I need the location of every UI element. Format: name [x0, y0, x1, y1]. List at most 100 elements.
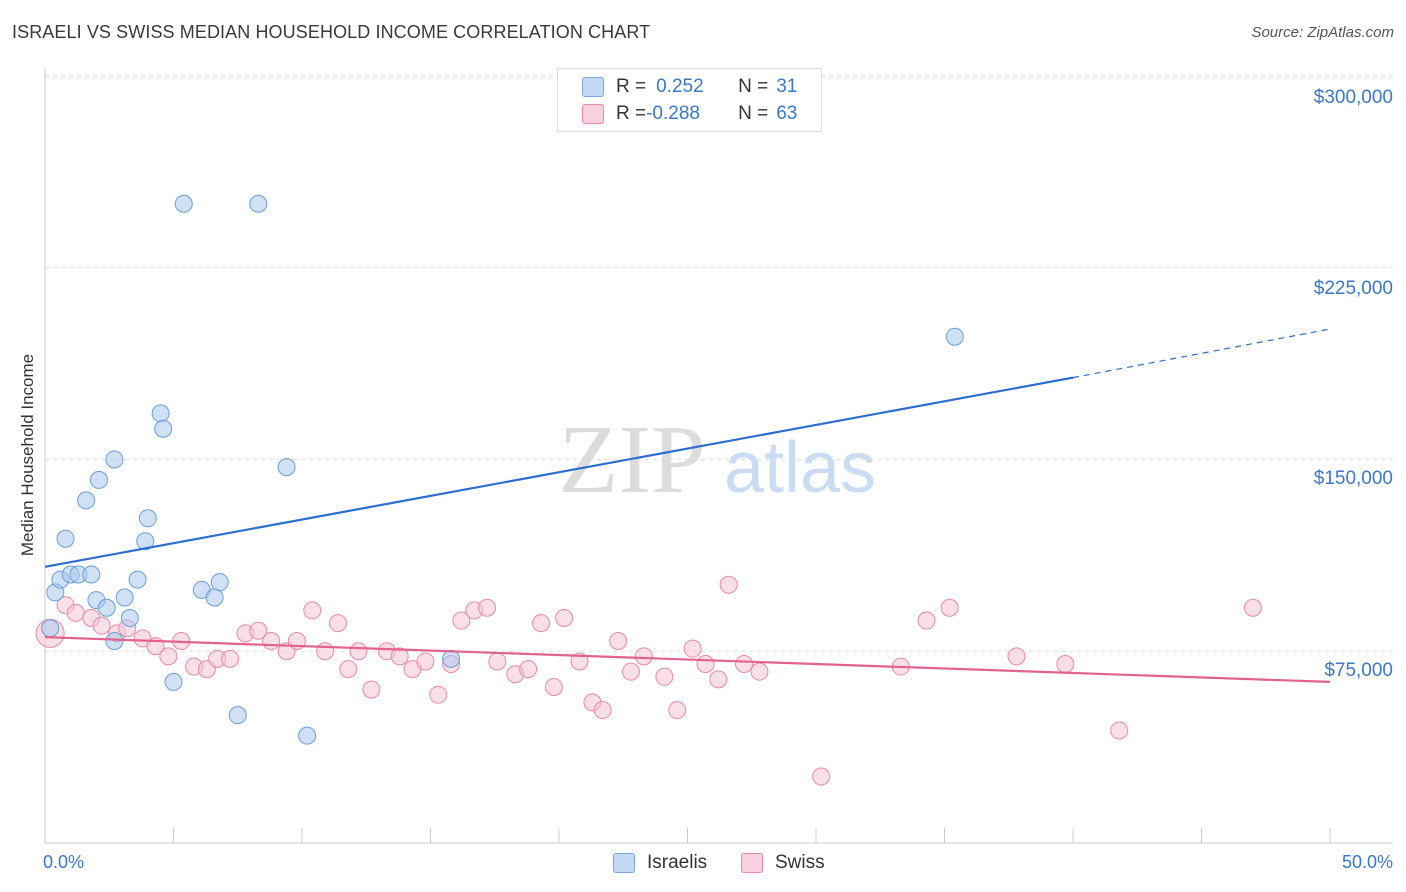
r-key: R =	[616, 103, 647, 124]
israelis-point	[298, 726, 317, 745]
n-key: N =	[738, 103, 769, 124]
swiss-point	[609, 631, 628, 650]
israelis-point	[154, 419, 173, 438]
swiss-trend-line	[44, 636, 1331, 684]
swiss-point	[328, 614, 347, 633]
n-value: 63	[776, 103, 798, 124]
swiss-point	[593, 701, 612, 720]
legend-stats: R = 0.252 N = 31 R = -0.288 N = 63	[557, 68, 822, 132]
legend-item-israelis[interactable]: Israelis	[613, 852, 707, 874]
swiss-point	[621, 662, 640, 681]
swiss-points	[35, 575, 1262, 786]
israelis-point	[164, 672, 183, 691]
swiss-point	[1056, 655, 1075, 674]
swiss-point	[812, 767, 831, 786]
israelis-point	[120, 608, 139, 627]
israelis-point	[174, 194, 193, 213]
legend-swatch-israelis	[582, 77, 604, 97]
swiss-point	[683, 639, 702, 658]
swiss-point	[303, 601, 322, 620]
israelis-point	[97, 598, 116, 617]
swiss-point	[555, 608, 574, 627]
israelis-point	[136, 532, 155, 551]
swiss-point	[668, 701, 687, 720]
watermark-zip: ZIP	[559, 406, 706, 514]
legend-swatch-swiss	[582, 104, 604, 124]
swiss-point	[1243, 598, 1262, 617]
x-tick-max: 50.0%	[1341, 852, 1393, 872]
swiss-point	[316, 642, 335, 661]
israelis-point	[115, 588, 134, 607]
swiss-point	[709, 670, 728, 689]
swiss-point	[719, 575, 738, 594]
swiss-point	[735, 655, 754, 674]
swiss-point	[1007, 647, 1026, 666]
swiss-point	[655, 667, 674, 686]
swiss-point	[696, 655, 715, 674]
r-value: -0.288	[646, 103, 700, 124]
legend-row-israelis: R = 0.252 N = 31	[582, 75, 797, 99]
swiss-point	[917, 611, 936, 630]
swiss-point	[92, 616, 111, 635]
israelis-points	[41, 194, 964, 745]
israelis-point	[277, 458, 296, 477]
swiss-point	[159, 647, 178, 666]
x-tick-min: 0.0%	[43, 852, 85, 872]
israelis-trend-line	[44, 376, 1074, 568]
israelis-point	[151, 404, 170, 423]
swiss-point	[452, 611, 471, 630]
swiss-point	[750, 662, 769, 681]
swiss-point	[1110, 721, 1129, 740]
legend-row-swiss: R = -0.288 N = 63	[582, 102, 797, 126]
y-tick-225000: $225,000	[1313, 278, 1393, 299]
israelis-point	[945, 327, 964, 346]
swiss-point	[339, 660, 358, 679]
y-tick-300000: $300,000	[1313, 87, 1393, 108]
watermark-atlas: atlas	[724, 428, 876, 508]
israelis-point	[56, 529, 75, 548]
israelis-point	[41, 619, 60, 638]
legend-series: Israelis Swiss	[0, 852, 1406, 878]
israelis-point	[442, 649, 461, 668]
n-value: 31	[776, 76, 798, 97]
r-key: R =	[616, 76, 647, 97]
y-tick-150000: $150,000	[1313, 468, 1393, 489]
swiss-point	[416, 652, 435, 671]
swiss-point	[488, 652, 507, 671]
legend-swatch-israelis	[613, 853, 635, 873]
israelis-point	[205, 588, 224, 607]
israelis-point	[105, 450, 124, 469]
israelis-point	[77, 491, 96, 510]
israelis-trend-extension	[1072, 328, 1331, 379]
israelis-point	[82, 565, 101, 584]
trend-lines	[44, 328, 1331, 684]
chart-title: ISRAELI VS SWISS MEDIAN HOUSEHOLD INCOME…	[12, 22, 651, 42]
swiss-point	[390, 647, 409, 666]
swiss-point	[362, 680, 381, 699]
israelis-point	[138, 509, 157, 528]
n-key: N =	[738, 76, 769, 97]
swiss-point	[221, 649, 240, 668]
israelis-point	[105, 631, 124, 650]
swiss-point	[532, 614, 551, 633]
swiss-point	[429, 685, 448, 704]
israelis-point	[249, 194, 268, 213]
source-label: Source: ZipAtlas.com	[1251, 24, 1394, 41]
swiss-point	[478, 598, 497, 617]
legend-label-swiss: Swiss	[775, 852, 825, 873]
legend-item-swiss[interactable]: Swiss	[741, 852, 825, 874]
r-value: 0.252	[656, 76, 704, 97]
swiss-point	[349, 642, 368, 661]
swiss-point	[249, 621, 268, 640]
israelis-point	[89, 470, 108, 489]
swiss-point	[544, 678, 563, 697]
israelis-point	[128, 570, 147, 589]
swiss-point	[634, 647, 653, 666]
swiss-point	[519, 660, 538, 679]
israelis-point	[228, 706, 247, 725]
legend-label-israelis: Israelis	[647, 852, 708, 873]
axes	[44, 68, 1393, 844]
swiss-point	[940, 598, 959, 617]
y-tick-75000: $75,000	[1324, 660, 1393, 681]
